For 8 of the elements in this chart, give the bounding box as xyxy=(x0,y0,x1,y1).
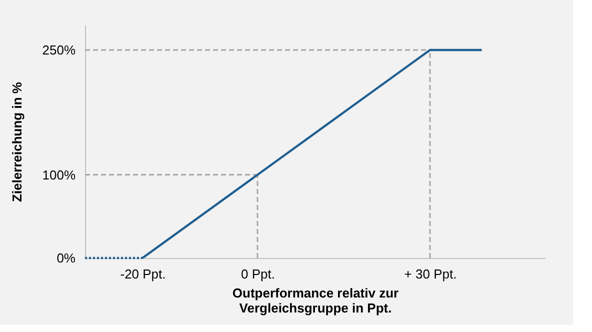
y-tick-label: 100% xyxy=(42,167,76,182)
x-tick-label: 0 Ppt. xyxy=(241,266,275,282)
y-tick-label: 250% xyxy=(42,42,76,58)
x-tick-label: -20 Ppt. xyxy=(120,266,166,282)
x-tick-label: + 30 Ppt. xyxy=(404,266,457,282)
y-tick-label: 0% xyxy=(56,250,76,266)
x-axis-title: Outperformance relativ zur Vergleichsgruppe in Ppt. xyxy=(232,286,399,316)
y-axis-title: Zielerreichung in % xyxy=(9,82,24,202)
